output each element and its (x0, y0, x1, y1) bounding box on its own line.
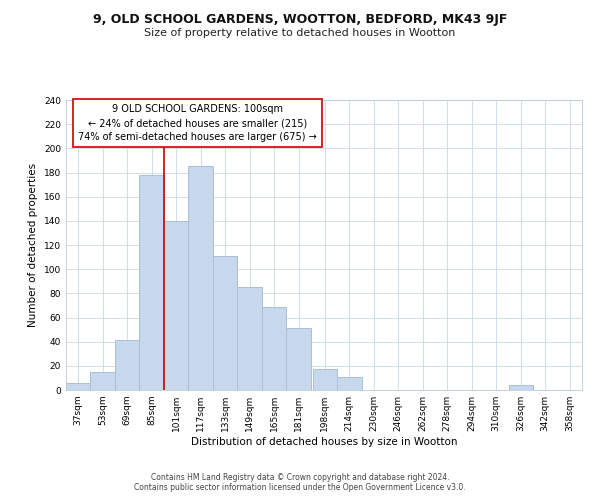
Bar (139, 175, 164, 390)
Bar (66, 383, 91, 390)
Text: Contains HM Land Registry data © Crown copyright and database right 2024.
Contai: Contains HM Land Registry data © Crown c… (134, 473, 466, 492)
Bar (91, 372, 115, 390)
Text: 9 OLD SCHOOL GARDENS: 100sqm
← 24% of detached houses are smaller (215)
74% of s: 9 OLD SCHOOL GARDENS: 100sqm ← 24% of de… (78, 104, 317, 142)
Bar (115, 340, 139, 390)
Text: 9, OLD SCHOOL GARDENS, WOOTTON, BEDFORD, MK43 9JF: 9, OLD SCHOOL GARDENS, WOOTTON, BEDFORD,… (93, 12, 507, 26)
Bar (337, 376, 362, 390)
X-axis label: Distribution of detached houses by size in Wootton: Distribution of detached houses by size … (191, 437, 457, 447)
Bar (509, 385, 533, 390)
Bar (213, 256, 238, 390)
Bar (188, 166, 213, 390)
Text: Size of property relative to detached houses in Wootton: Size of property relative to detached ho… (145, 28, 455, 38)
Bar (262, 306, 286, 390)
Bar (286, 328, 311, 390)
Bar (238, 288, 262, 390)
Bar (164, 221, 188, 390)
Bar (313, 370, 337, 390)
Y-axis label: Number of detached properties: Number of detached properties (28, 163, 38, 327)
